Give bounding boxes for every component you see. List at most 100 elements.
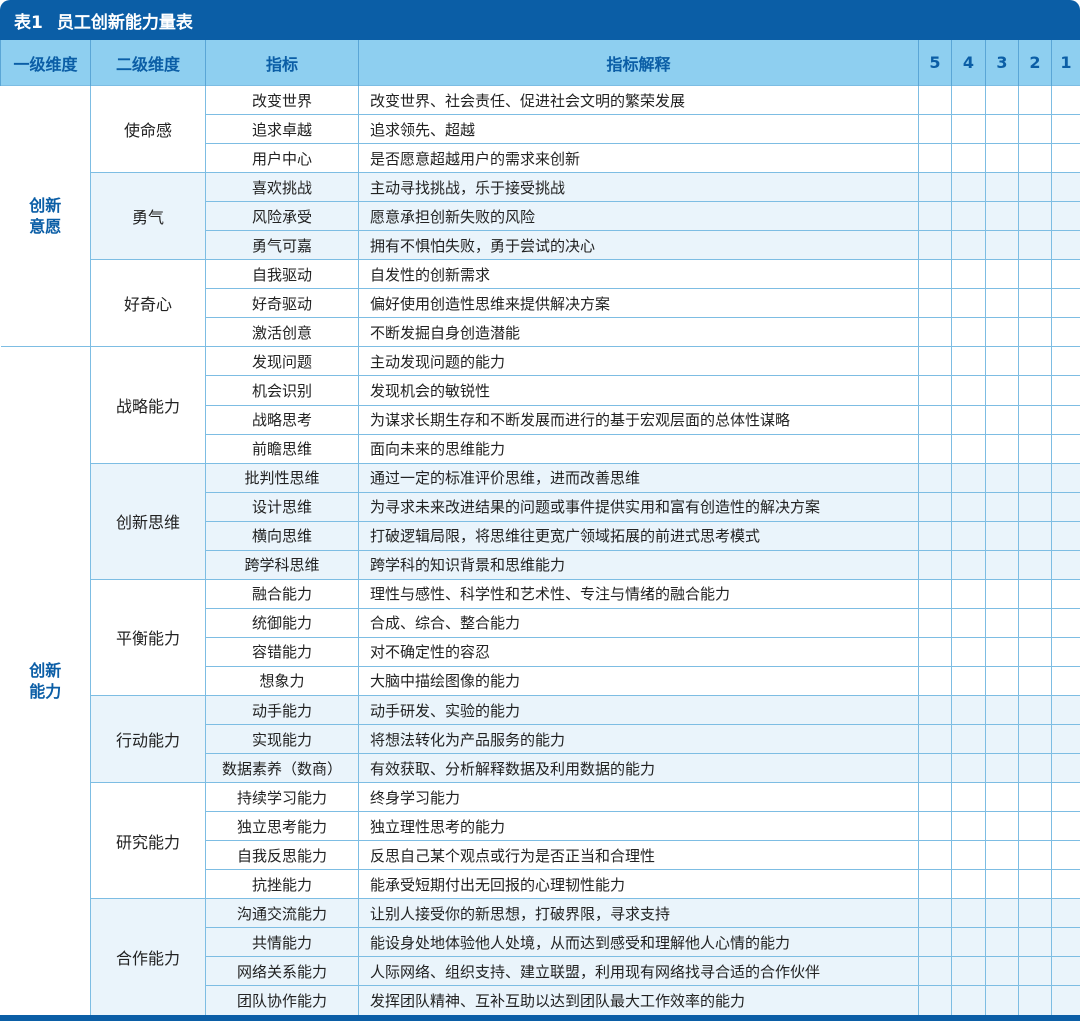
score-cell-1[interactable] [1051, 288, 1080, 319]
score-cell-5[interactable] [918, 898, 952, 929]
score-cell-5[interactable] [918, 724, 952, 755]
score-cell-1[interactable] [1051, 782, 1080, 813]
score-cell-3[interactable] [985, 985, 1019, 1016]
score-cell-3[interactable] [985, 346, 1019, 377]
score-cell-1[interactable] [1051, 404, 1080, 435]
score-cell-5[interactable] [918, 607, 952, 638]
score-cell-3[interactable] [985, 753, 1019, 784]
score-cell-3[interactable] [985, 201, 1019, 232]
score-cell-4[interactable] [951, 491, 986, 522]
score-cell-1[interactable] [1051, 317, 1080, 348]
score-cell-1[interactable] [1051, 956, 1080, 987]
score-cell-2[interactable] [1018, 927, 1052, 958]
score-cell-3[interactable] [985, 491, 1019, 522]
score-cell-3[interactable] [985, 143, 1019, 174]
score-cell-4[interactable] [951, 956, 986, 987]
score-cell-4[interactable] [951, 985, 986, 1016]
score-cell-1[interactable] [1051, 636, 1080, 667]
score-cell-4[interactable] [951, 607, 986, 638]
score-cell-2[interactable] [1018, 346, 1052, 377]
score-cell-1[interactable] [1051, 694, 1080, 726]
score-cell-1[interactable] [1051, 985, 1080, 1016]
score-cell-5[interactable] [918, 956, 952, 987]
score-cell-1[interactable] [1051, 259, 1080, 290]
score-cell-4[interactable] [951, 840, 986, 871]
score-cell-2[interactable] [1018, 259, 1052, 290]
score-cell-5[interactable] [918, 753, 952, 784]
score-cell-2[interactable] [1018, 811, 1052, 842]
score-cell-1[interactable] [1051, 375, 1080, 406]
score-cell-4[interactable] [951, 317, 986, 348]
score-cell-4[interactable] [951, 694, 986, 726]
score-cell-5[interactable] [918, 578, 952, 609]
score-cell-2[interactable] [1018, 636, 1052, 667]
score-cell-2[interactable] [1018, 985, 1052, 1016]
score-cell-2[interactable] [1018, 665, 1052, 696]
score-cell-4[interactable] [951, 549, 986, 580]
score-cell-4[interactable] [951, 898, 986, 929]
score-cell-5[interactable] [918, 985, 952, 1016]
score-cell-5[interactable] [918, 317, 952, 348]
score-cell-1[interactable] [1051, 869, 1080, 900]
score-cell-1[interactable] [1051, 346, 1080, 377]
score-cell-5[interactable] [918, 346, 952, 377]
score-cell-3[interactable] [985, 578, 1019, 609]
score-cell-3[interactable] [985, 840, 1019, 871]
score-cell-2[interactable] [1018, 317, 1052, 348]
score-cell-2[interactable] [1018, 724, 1052, 755]
score-cell-5[interactable] [918, 665, 952, 696]
score-cell-5[interactable] [918, 259, 952, 290]
score-cell-2[interactable] [1018, 288, 1052, 319]
score-cell-1[interactable] [1051, 927, 1080, 958]
score-cell-3[interactable] [985, 288, 1019, 319]
score-cell-2[interactable] [1018, 404, 1052, 435]
score-cell-2[interactable] [1018, 172, 1052, 203]
score-cell-2[interactable] [1018, 433, 1052, 464]
score-cell-5[interactable] [918, 375, 952, 406]
score-cell-5[interactable] [918, 404, 952, 435]
score-cell-5[interactable] [918, 782, 952, 813]
score-cell-5[interactable] [918, 230, 952, 261]
score-cell-4[interactable] [951, 578, 986, 609]
score-cell-3[interactable] [985, 724, 1019, 755]
score-cell-2[interactable] [1018, 753, 1052, 784]
score-cell-4[interactable] [951, 230, 986, 261]
score-cell-5[interactable] [918, 114, 952, 145]
score-cell-1[interactable] [1051, 840, 1080, 871]
score-cell-5[interactable] [918, 491, 952, 522]
score-cell-1[interactable] [1051, 143, 1080, 174]
score-cell-3[interactable] [985, 230, 1019, 261]
score-cell-5[interactable] [918, 84, 952, 116]
score-cell-3[interactable] [985, 869, 1019, 900]
score-cell-3[interactable] [985, 927, 1019, 958]
score-cell-4[interactable] [951, 172, 986, 203]
score-cell-4[interactable] [951, 143, 986, 174]
score-cell-4[interactable] [951, 259, 986, 290]
score-cell-1[interactable] [1051, 433, 1080, 464]
score-cell-2[interactable] [1018, 549, 1052, 580]
score-cell-4[interactable] [951, 665, 986, 696]
score-cell-5[interactable] [918, 840, 952, 871]
score-cell-1[interactable] [1051, 898, 1080, 929]
score-cell-1[interactable] [1051, 172, 1080, 203]
score-cell-2[interactable] [1018, 898, 1052, 929]
score-cell-1[interactable] [1051, 462, 1080, 493]
score-cell-3[interactable] [985, 898, 1019, 929]
score-cell-4[interactable] [951, 462, 986, 493]
score-cell-4[interactable] [951, 869, 986, 900]
score-cell-3[interactable] [985, 607, 1019, 638]
score-cell-3[interactable] [985, 114, 1019, 145]
score-cell-4[interactable] [951, 927, 986, 958]
score-cell-3[interactable] [985, 375, 1019, 406]
score-cell-3[interactable] [985, 956, 1019, 987]
score-cell-2[interactable] [1018, 520, 1052, 551]
score-cell-1[interactable] [1051, 724, 1080, 755]
score-cell-3[interactable] [985, 636, 1019, 667]
score-cell-1[interactable] [1051, 665, 1080, 696]
score-cell-5[interactable] [918, 636, 952, 667]
score-cell-1[interactable] [1051, 114, 1080, 145]
score-cell-4[interactable] [951, 375, 986, 406]
score-cell-1[interactable] [1051, 753, 1080, 784]
score-cell-2[interactable] [1018, 114, 1052, 145]
score-cell-5[interactable] [918, 520, 952, 551]
